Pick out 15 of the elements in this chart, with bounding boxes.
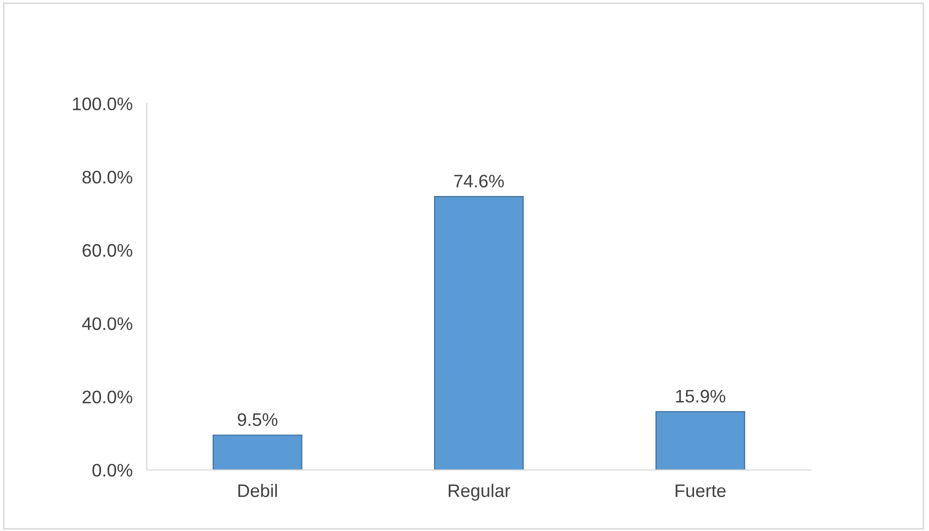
data-label: 15.9% [676, 390, 726, 403]
x-tick-label: Fuerte [676, 484, 726, 498]
y-tick-label: 0.0% [92, 464, 132, 477]
x-tick-label: Debil [238, 484, 277, 498]
bar [434, 196, 524, 470]
x-tick-label: Regular [448, 484, 510, 501]
y-tick-label: 60.0% [82, 244, 132, 257]
data-label: 9.5% [238, 413, 278, 426]
y-tick-label: 80.0% [82, 170, 132, 184]
data-label: 74.6% [454, 174, 504, 188]
y-tick-label: 20.0% [82, 390, 132, 404]
y-tick-label: 100.0% [73, 97, 132, 110]
bar [655, 411, 746, 470]
y-tick-label: 40.0% [82, 317, 132, 330]
bar [212, 434, 302, 470]
